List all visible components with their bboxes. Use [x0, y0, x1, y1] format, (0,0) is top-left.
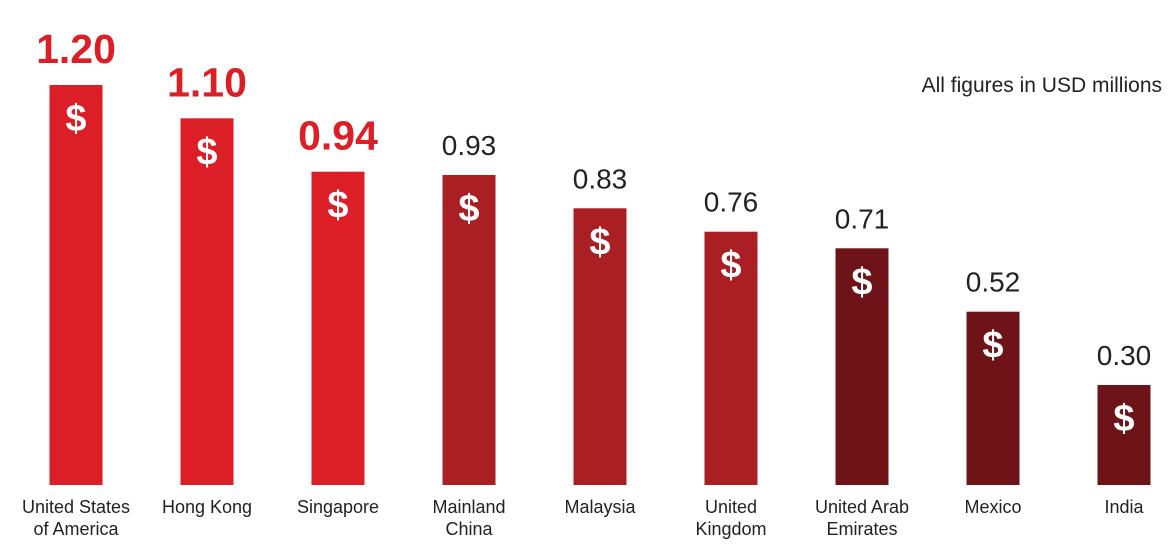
units-note: All figures in USD millions: [921, 74, 1162, 97]
dollar-symbol: $: [65, 98, 86, 140]
bar: [442, 175, 496, 485]
dollar-symbol: $: [982, 325, 1003, 367]
category-label: United Kingdom: [695, 497, 766, 539]
bar: [704, 231, 758, 485]
category-label: United Arab Emirates: [815, 497, 909, 539]
value-label: 0.52: [966, 267, 1021, 298]
category-label: Singapore: [297, 497, 379, 517]
dollar-symbol: $: [327, 185, 348, 227]
category-label-line: Mexico: [964, 497, 1021, 517]
value-label: 0.76: [704, 187, 759, 218]
category-label-line: United: [705, 497, 757, 517]
bar: [49, 85, 103, 485]
category-label: Hong Kong: [162, 497, 252, 517]
category-label-line: United States: [22, 497, 130, 517]
dollar-symbol: $: [589, 221, 610, 263]
category-label-line: Malaysia: [564, 497, 636, 517]
value-label: 1.20: [36, 26, 116, 72]
value-label: 1.10: [167, 59, 247, 105]
value-label: 0.93: [442, 130, 497, 161]
category-label: Mexico: [964, 497, 1021, 517]
bar: [835, 248, 889, 485]
bar: [311, 171, 365, 485]
value-label: 0.30: [1097, 340, 1152, 371]
category-label-line: Kingdom: [695, 519, 766, 539]
value-label: 0.94: [298, 113, 378, 159]
category-label-line: India: [1104, 497, 1144, 517]
category-label: India: [1104, 497, 1144, 517]
category-label-line: China: [445, 519, 493, 539]
category-label-line: Singapore: [297, 497, 379, 517]
dollar-symbol: $: [458, 188, 479, 230]
dollar-symbol: $: [720, 245, 741, 287]
category-label-line: Hong Kong: [162, 497, 252, 517]
dollar-symbol: $: [196, 131, 217, 173]
category-label-line: United Arab: [815, 497, 909, 517]
category-label: Malaysia: [564, 497, 636, 517]
value-label: 0.71: [835, 203, 890, 234]
category-label-line: Mainland: [432, 497, 505, 517]
value-label: 0.83: [573, 163, 628, 194]
bar: [966, 311, 1020, 485]
bar: [1097, 385, 1151, 485]
category-label: United States of America: [22, 497, 130, 539]
category-label-line: of America: [33, 519, 119, 539]
category-label: Mainland China: [432, 497, 505, 539]
bar: [180, 118, 234, 486]
category-label-line: Emirates: [826, 519, 897, 539]
dollar-symbol: $: [1113, 398, 1134, 440]
bar: [573, 208, 627, 486]
dollar-symbol: $: [851, 261, 872, 303]
